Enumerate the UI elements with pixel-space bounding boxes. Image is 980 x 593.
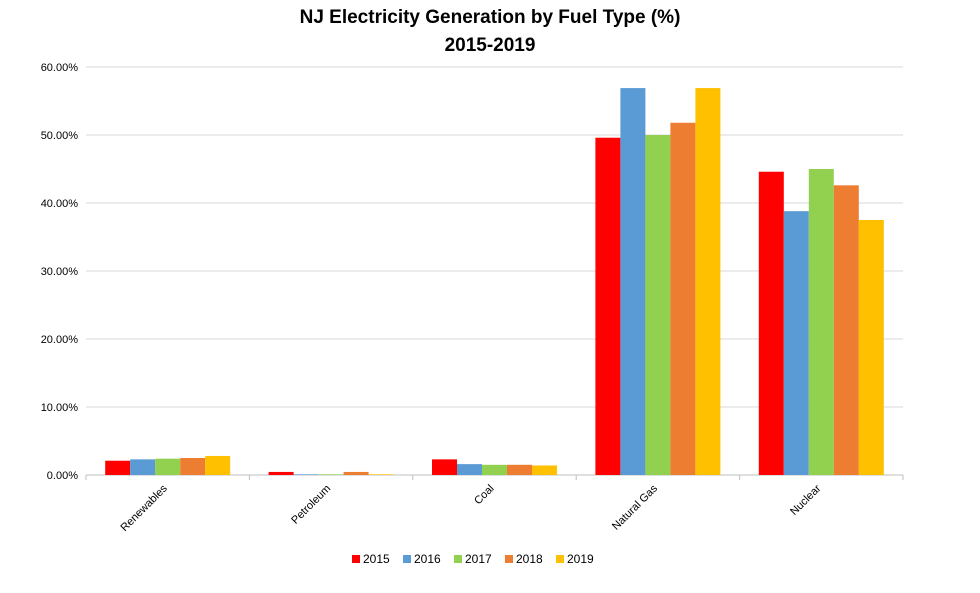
legend-swatch [454,555,462,563]
bar-2018-natural-gas [670,122,696,475]
legend-label: 2018 [516,552,543,566]
legend-label: 2019 [567,552,594,566]
bar-2017-nuclear [808,169,834,475]
legend-label: 2015 [363,552,390,566]
x-tick-label: Nuclear [788,482,824,518]
y-tick-label: 0.00% [47,470,78,482]
y-tick-label: 20.00% [41,334,79,346]
bar-2016-natural-gas [620,88,646,475]
y-tick-label: 50.00% [41,130,79,142]
bar-2016-nuclear [783,211,809,475]
bar-2018-renewables [180,458,206,475]
bar-2018-petroleum [343,471,369,475]
legend-label: 2017 [465,552,492,566]
x-tick-label: Coal [472,483,496,507]
bar-2017-petroleum [318,474,344,475]
bar-2017-natural-gas [645,135,671,475]
bar-2016-coal [457,464,482,475]
legend-swatch [505,555,513,563]
y-tick-label: 10.00% [41,402,79,414]
bar-2019-natural-gas [695,88,721,475]
bar-2018-coal [507,464,532,475]
bar-2018-nuclear [833,185,859,475]
bar-2019-coal [532,465,557,475]
bar-2016-petroleum [293,474,319,475]
x-tick-label: Renewables [119,482,171,534]
chart-title: NJ Electricity Generation by Fuel Type (… [0,4,980,60]
legend-swatch [352,555,360,563]
y-tick-label: 30.00% [41,266,79,278]
bar-2017-coal [482,464,507,475]
title-line: NJ Electricity Generation by Fuel Type (… [299,7,681,28]
bar-2019-petroleum [368,474,394,475]
legend-swatch [556,555,564,563]
subtitle-line: 2015-2019 [444,35,536,56]
legend-label: 2016 [414,552,441,566]
bar-2017-renewables [155,458,181,475]
x-tick-label: Petroleum [289,483,333,527]
bar-2019-nuclear [858,220,884,475]
bar-2015-petroleum [268,471,294,475]
bar-2019-renewables [205,455,231,475]
bar-2015-nuclear [758,171,784,475]
legend-swatch [403,555,411,563]
bar-2015-natural-gas [595,137,621,475]
x-tick-label: Natural Gas [610,482,660,532]
bar-2015-renewables [105,460,131,475]
y-tick-label: 60.00% [41,62,79,74]
y-tick-label: 40.00% [41,198,79,210]
bar-2015-coal [432,459,457,475]
bar-2016-renewables [130,459,156,475]
